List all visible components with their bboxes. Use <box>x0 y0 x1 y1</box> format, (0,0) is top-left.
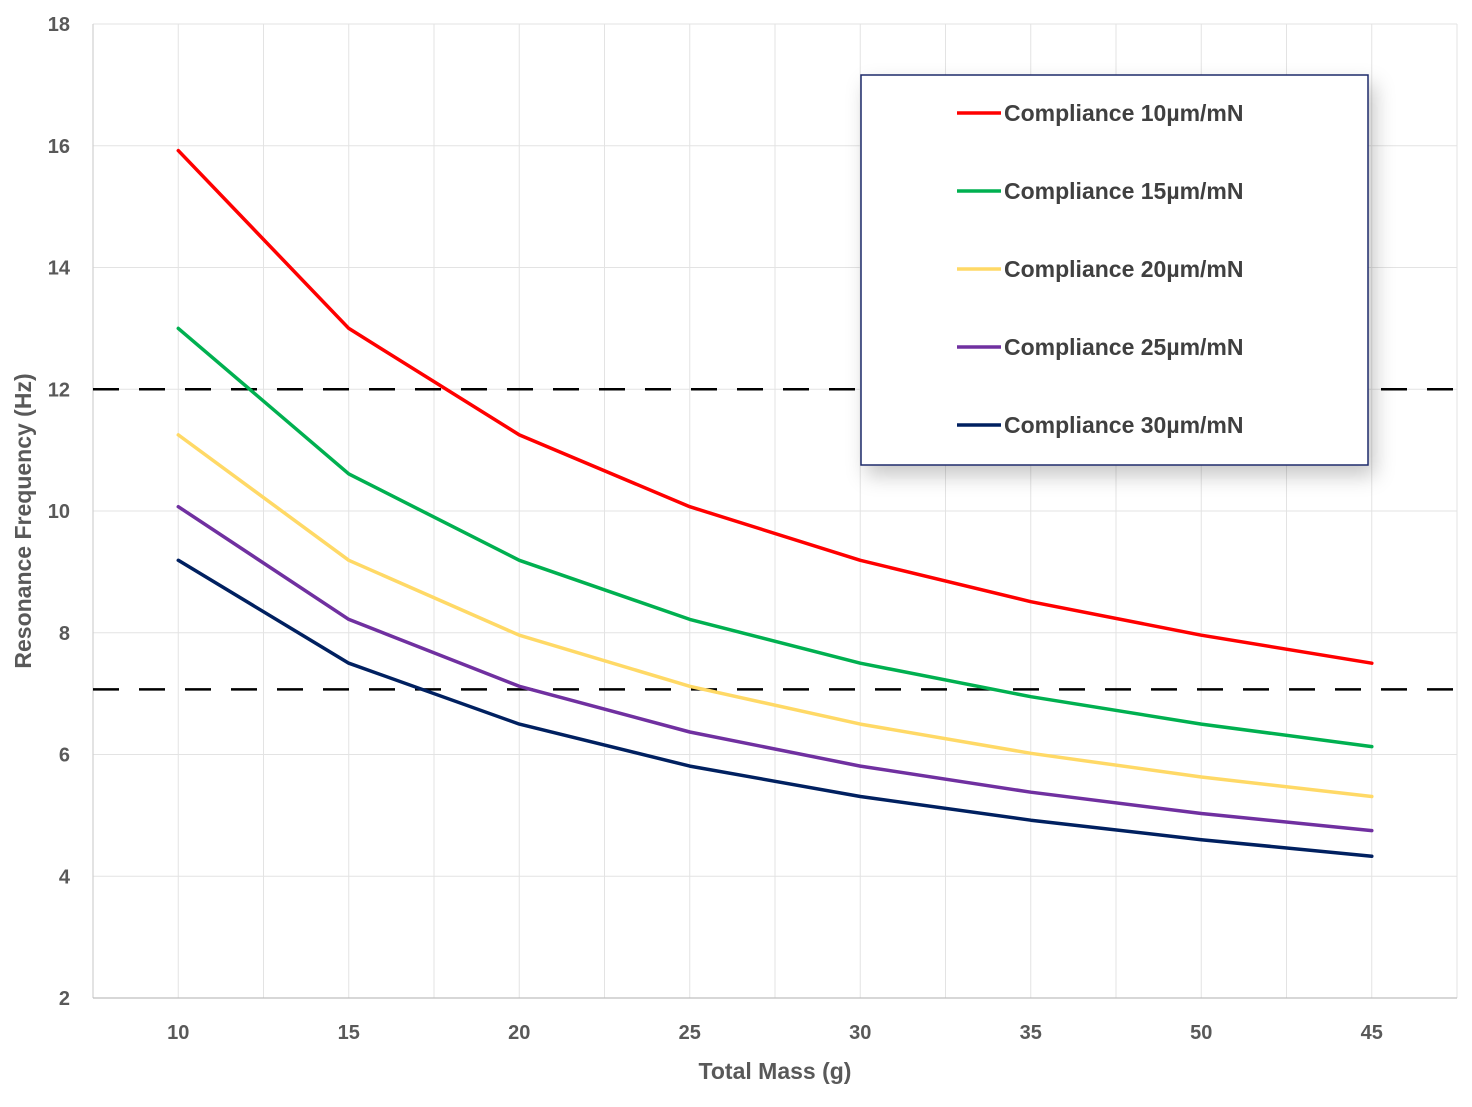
legend: Compliance 10µm/mN Compliance 15µm/mN Comp… <box>860 74 1369 466</box>
y-tick-label: 12 <box>48 379 70 401</box>
y-axis-title: Resonance Frequency (Hz) <box>10 373 36 668</box>
series-line-3 <box>176 433 1374 799</box>
series-line-4 <box>176 504 1374 833</box>
y-tick-label: 14 <box>48 258 71 280</box>
tick-labels: 2 4 6 8 10 12 14 16 18 10 15 20 25 30 35 50 45 <box>48 14 1383 1044</box>
y-tick-label: 6 <box>59 745 70 767</box>
legend-label: Compliance 20µm/mN <box>1004 256 1244 282</box>
legend-label: Compliance 30µm/mN <box>1004 412 1244 438</box>
x-axis-title: Total Mass (g) <box>699 1058 852 1084</box>
y-tick-label: 16 <box>48 136 70 158</box>
legend-box <box>860 74 1369 466</box>
x-tick-label: 15 <box>338 1022 360 1044</box>
series-lines <box>176 148 1374 858</box>
series-line-5 <box>176 558 1374 858</box>
y-tick-label: 10 <box>48 501 70 523</box>
x-tick-label: 30 <box>849 1022 871 1044</box>
x-tick-label: 10 <box>167 1022 189 1044</box>
axes <box>92 24 1457 999</box>
y-tick-label: 8 <box>59 623 70 645</box>
legend-label: Compliance 10µm/mN <box>1004 100 1244 126</box>
y-tick-label: 4 <box>59 866 71 888</box>
grid-lines <box>92 23 1458 998</box>
y-tick-label: 18 <box>48 14 70 36</box>
x-tick-label: 35 <box>1020 1022 1042 1044</box>
x-tick-label: 25 <box>679 1022 701 1044</box>
series-line-2 <box>176 326 1374 749</box>
x-tick-label: 45 <box>1361 1022 1383 1044</box>
legend-label: Compliance 15µm/mN <box>1004 178 1244 204</box>
x-tick-label: 20 <box>508 1022 530 1044</box>
x-tick-label: 50 <box>1190 1022 1212 1044</box>
series-line-1 <box>176 148 1374 665</box>
y-tick-label: 2 <box>59 988 70 1010</box>
legend-label: Compliance 25µm/mN <box>1004 334 1244 360</box>
